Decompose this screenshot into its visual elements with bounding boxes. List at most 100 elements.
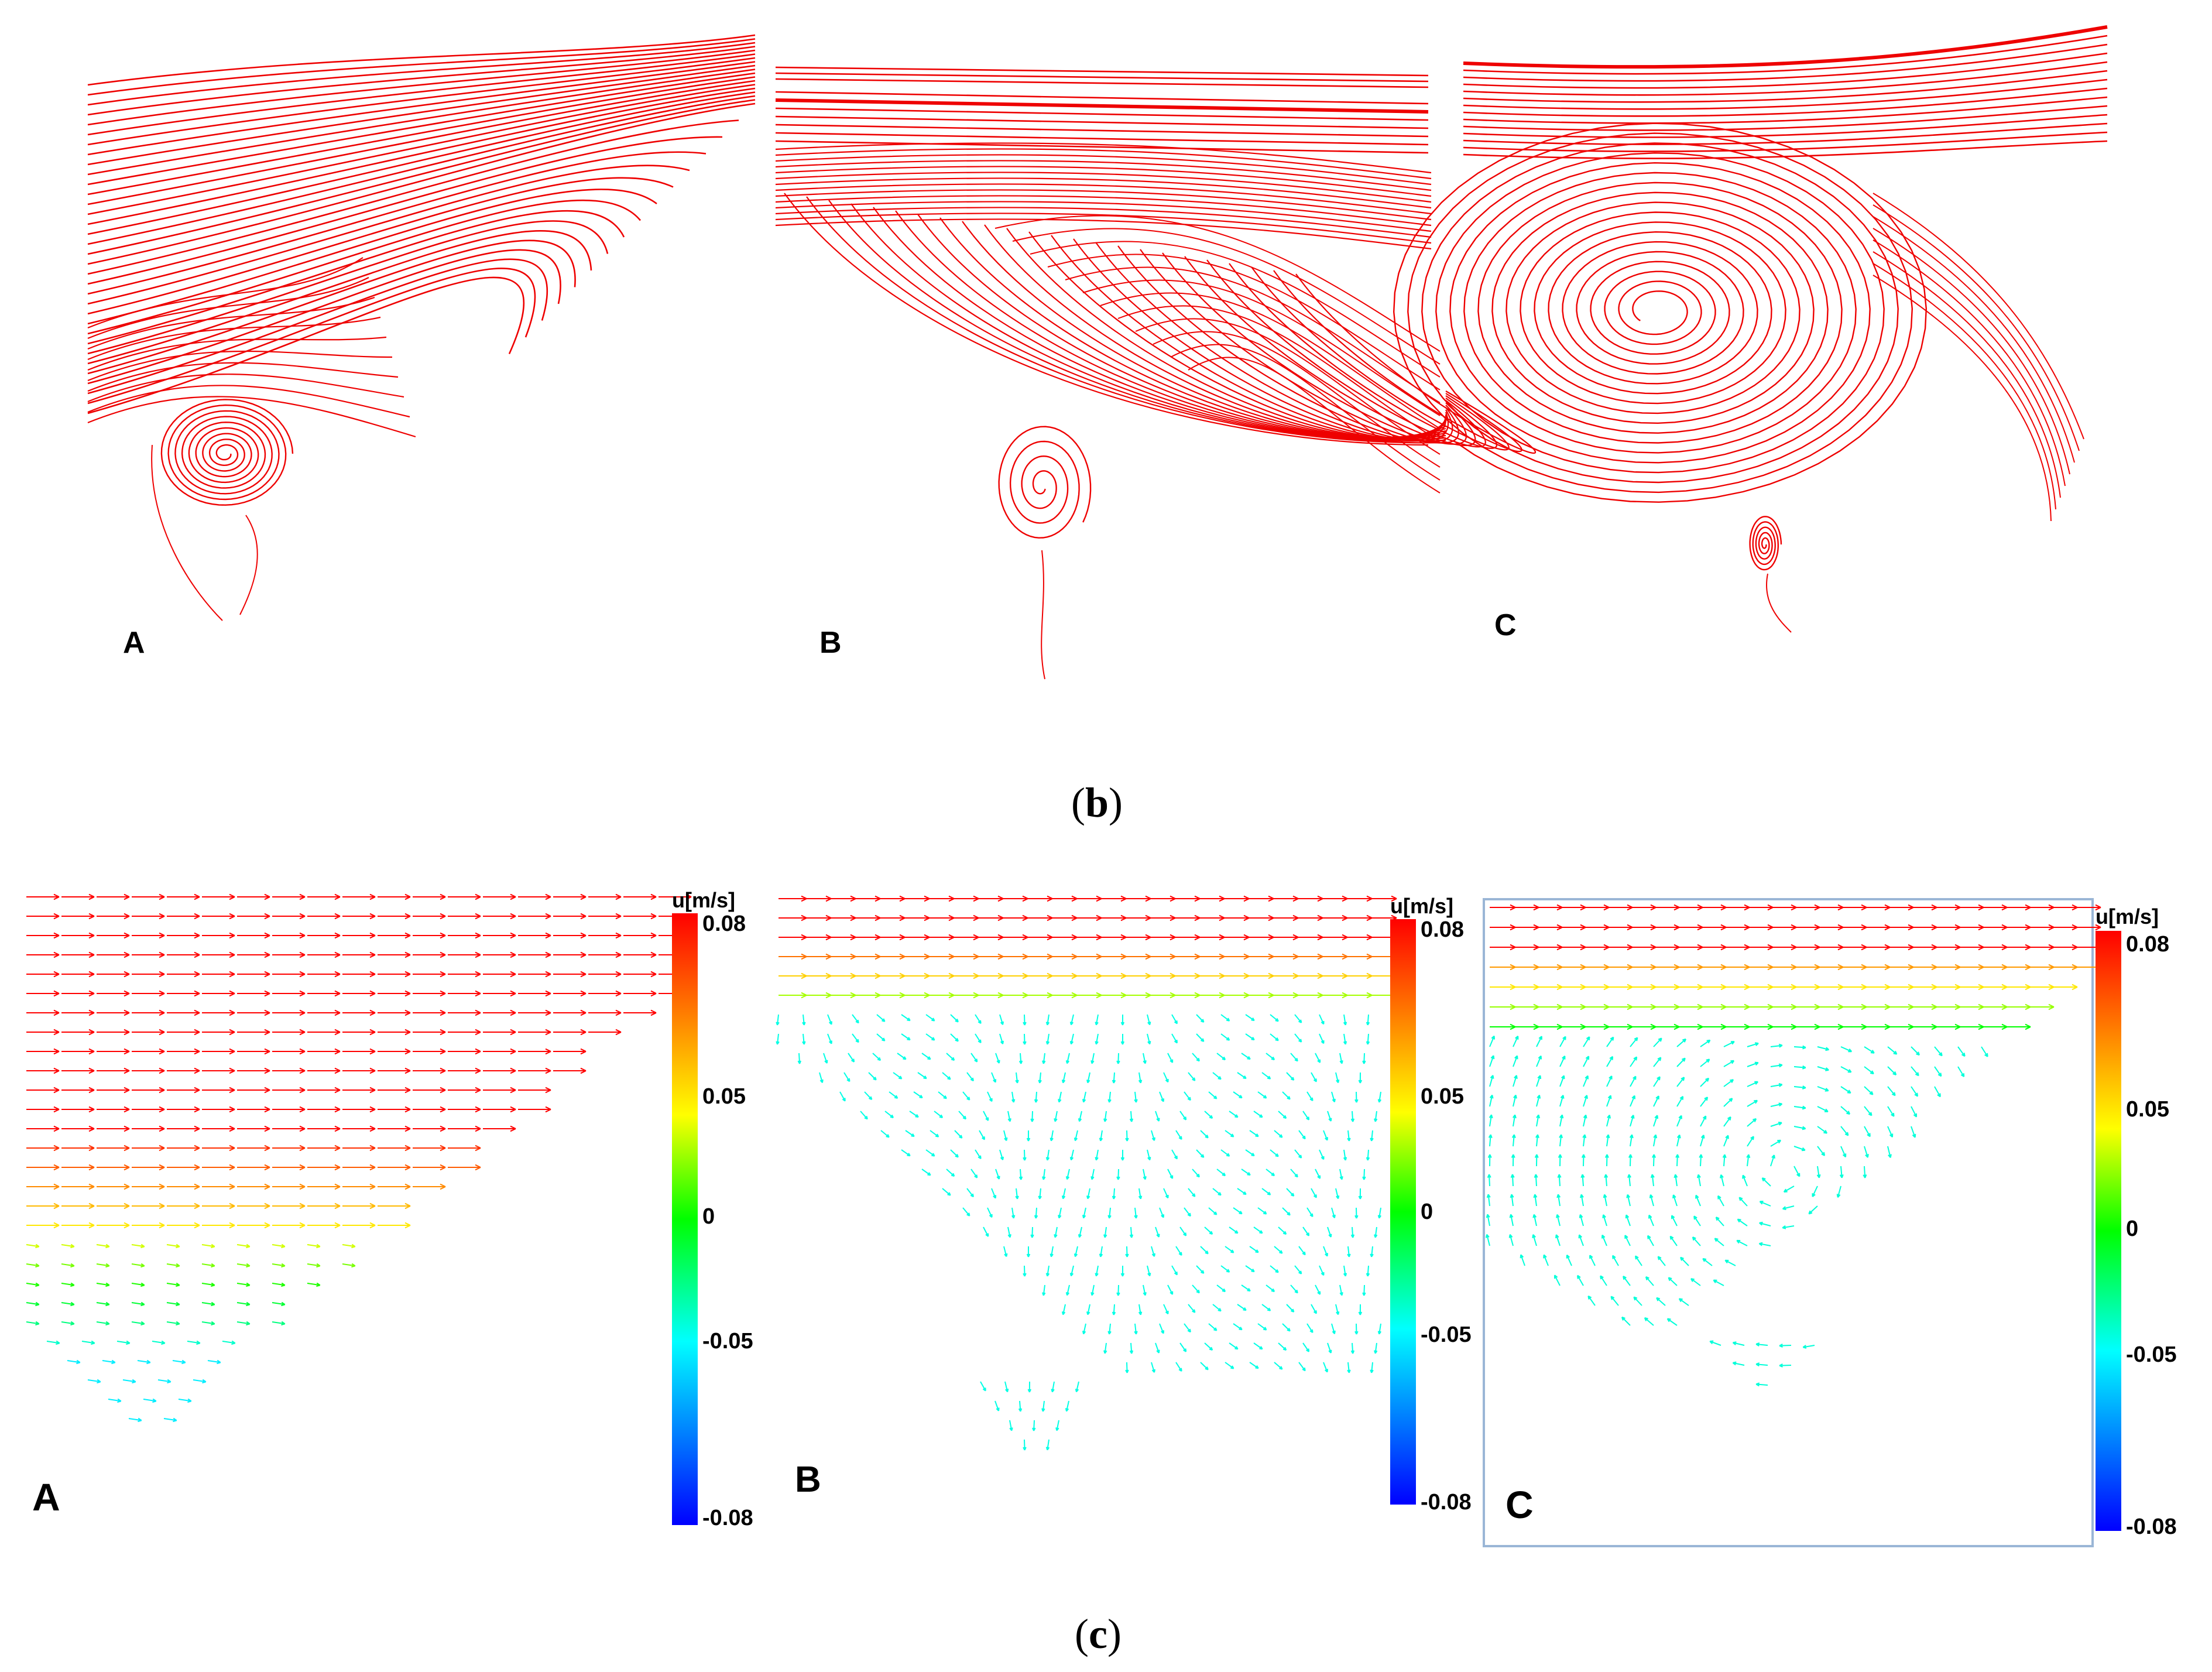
velocity-arrow xyxy=(1583,904,1610,911)
velocity-arrow xyxy=(1335,1304,1340,1315)
velocity-arrow xyxy=(307,932,341,939)
velocity-arrow xyxy=(132,1029,165,1036)
velocity-arrow xyxy=(1196,934,1225,941)
velocity-arrow xyxy=(1648,1214,1654,1226)
velocity-arrow xyxy=(1887,1146,1892,1159)
velocity-arrow xyxy=(623,990,657,997)
velocity-arrow xyxy=(378,1183,411,1190)
panel-letter-b-vectors: B xyxy=(795,1459,821,1500)
velocity-arrow xyxy=(966,1072,974,1082)
velocity-arrow xyxy=(1513,1036,1519,1047)
velocity-arrow xyxy=(1295,992,1323,999)
velocity-arrow xyxy=(1023,1149,1027,1161)
velocity-arrow xyxy=(1295,934,1323,941)
streamline xyxy=(1873,239,2066,486)
velocity-arrow xyxy=(1086,1072,1090,1084)
velocity-arrow xyxy=(1000,934,1028,941)
velocity-arrow xyxy=(1755,1342,1768,1346)
velocity-arrow xyxy=(1116,1169,1120,1180)
streamline xyxy=(1463,140,2108,159)
velocity-arrow xyxy=(975,934,1004,941)
streamline xyxy=(775,142,1432,174)
streamline xyxy=(87,91,756,235)
velocity-arrow xyxy=(1812,1186,1818,1197)
velocity-arrow xyxy=(1836,1186,1841,1198)
velocity-arrow xyxy=(951,934,979,941)
velocity-arrow xyxy=(905,1130,915,1137)
velocity-arrow xyxy=(1350,1111,1355,1122)
velocity-arrow xyxy=(1245,1014,1255,1022)
velocity-arrow xyxy=(1042,1053,1046,1064)
velocity-arrow xyxy=(518,913,551,920)
velocity-arrow xyxy=(1509,1214,1514,1226)
velocity-arrow xyxy=(1782,1205,1795,1210)
velocity-arrow xyxy=(166,1243,180,1249)
streamline xyxy=(775,72,1429,83)
velocity-arrow xyxy=(1560,984,1586,991)
velocity-arrow xyxy=(1490,1003,1516,1010)
velocity-arrow xyxy=(1233,1091,1243,1099)
colorbar-a-tick-neg005: -0.05 xyxy=(702,1329,753,1354)
velocity-arrow xyxy=(1319,1149,1325,1160)
velocity-arrow xyxy=(2028,904,2055,911)
velocity-arrow xyxy=(925,1014,935,1022)
velocity-arrow xyxy=(1533,1194,1538,1207)
velocity-arrow xyxy=(1537,964,1563,971)
velocity-arrow xyxy=(1532,1234,1537,1246)
velocity-arrow xyxy=(1513,964,1539,971)
velocity-arrow xyxy=(938,1091,947,1099)
velocity-arrow xyxy=(1771,924,1797,931)
velocity-arrow xyxy=(413,893,446,900)
velocity-arrow xyxy=(61,913,95,920)
streamline xyxy=(775,166,1432,197)
velocity-arrow xyxy=(1007,1111,1011,1122)
colorbar-b-gradient xyxy=(1390,919,1416,1505)
velocity-arrow xyxy=(97,1125,130,1132)
velocity-arrow xyxy=(1023,1014,1027,1026)
velocity-arrow xyxy=(1536,1055,1542,1067)
velocity-arrow xyxy=(518,1029,551,1036)
velocity-arrow xyxy=(1208,1207,1218,1215)
velocity-arrow xyxy=(132,1145,165,1152)
velocity-arrow xyxy=(1738,1197,1748,1207)
velocity-arrow xyxy=(1099,1130,1103,1142)
velocity-arrow xyxy=(926,914,955,921)
streamline xyxy=(994,215,1441,352)
velocity-arrow xyxy=(776,1033,780,1045)
velocity-arrow xyxy=(803,992,832,999)
streamline xyxy=(87,99,756,255)
velocity-arrow xyxy=(1487,1174,1491,1187)
velocity-arrow xyxy=(1270,992,1299,999)
colorbar-b-tick-neg005: -0.05 xyxy=(1421,1322,1472,1347)
velocity-arrow xyxy=(167,1048,200,1055)
velocity-arrow xyxy=(1192,1284,1200,1294)
velocity-arrow xyxy=(132,913,165,920)
velocity-arrow xyxy=(1184,1207,1191,1217)
velocity-arrow xyxy=(448,1145,481,1152)
velocity-arrow xyxy=(26,893,60,900)
velocity-arrow xyxy=(1513,1003,1539,1010)
colorbar-a-title: u[m/s] xyxy=(672,888,735,912)
streamline-panel-c: C xyxy=(1393,25,2108,642)
velocity-arrow xyxy=(1155,1226,1160,1238)
velocity-arrow xyxy=(2005,1003,2031,1010)
velocity-arrow xyxy=(1630,1075,1637,1087)
streamline xyxy=(1873,193,2084,440)
streamline xyxy=(87,64,756,166)
velocity-arrow xyxy=(901,934,930,941)
vortex-spiral xyxy=(1393,122,1928,503)
velocity-arrow xyxy=(342,1029,376,1036)
colorbar-a: u[m/s] 0.08 0.05 0 -0.05 -0.08 xyxy=(672,888,753,1530)
velocity-arrow xyxy=(201,1301,215,1307)
velocity-arrow xyxy=(1112,1304,1116,1315)
streamline-panel-a: A xyxy=(87,34,756,660)
velocity-arrow xyxy=(1298,1246,1306,1256)
velocity-arrow xyxy=(803,953,832,960)
velocity-arrow xyxy=(272,1301,286,1307)
velocity-arrow xyxy=(1489,1075,1494,1087)
velocity-arrow xyxy=(1770,1063,1783,1068)
velocity-arrow xyxy=(2075,924,2101,931)
velocity-arrow xyxy=(26,1087,60,1094)
velocity-arrow xyxy=(1700,1058,1710,1067)
velocity-arrow xyxy=(26,1106,60,1113)
